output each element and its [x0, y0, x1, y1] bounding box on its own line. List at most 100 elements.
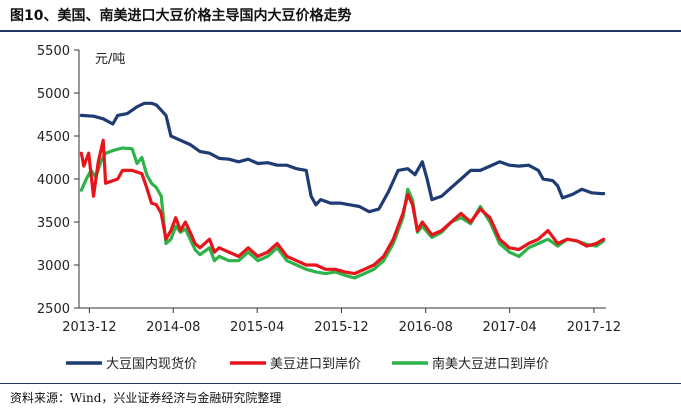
- data-point: [333, 270, 337, 274]
- data-point: [155, 103, 158, 107]
- data-point: [372, 268, 376, 271]
- data-point: [179, 139, 182, 142]
- data-point: [295, 259, 298, 262]
- data-point: [174, 216, 177, 219]
- data-point: [517, 248, 521, 251]
- x-tick-label: 2015-04: [230, 320, 284, 335]
- data-point: [256, 162, 260, 165]
- data-point: [213, 250, 216, 254]
- data-point: [377, 207, 381, 211]
- series-layer: [79, 101, 606, 280]
- data-point: [135, 105, 139, 109]
- data-point: [256, 259, 260, 262]
- data-point: [309, 194, 313, 198]
- x-tick-label: 2015-12: [314, 320, 368, 335]
- data-point: [541, 177, 545, 181]
- data-point: [413, 173, 417, 176]
- y-tick-label: 5500: [37, 44, 70, 59]
- data-point: [314, 203, 318, 207]
- data-point: [556, 244, 559, 248]
- data-point: [150, 102, 153, 105]
- series-line-2: [79, 138, 606, 276]
- data-point: [217, 255, 221, 258]
- data-point: [140, 156, 144, 159]
- data-point: [217, 157, 221, 160]
- data-point: [285, 163, 289, 167]
- data-point: [338, 201, 342, 205]
- data-point: [353, 272, 356, 275]
- data-point: [469, 220, 472, 224]
- data-point: [314, 263, 318, 267]
- data-point: [304, 268, 308, 271]
- data-point: [80, 151, 83, 155]
- data-point: [459, 212, 463, 215]
- figure-title: 图10、美国、南美进口大豆价格主导国内大豆价格走势: [0, 0, 681, 32]
- data-point: [469, 169, 472, 172]
- data-point: [546, 237, 550, 241]
- data-point: [585, 244, 588, 248]
- data-point: [498, 237, 501, 241]
- data-point: [416, 229, 419, 232]
- data-point: [140, 172, 144, 176]
- data-point: [198, 246, 202, 250]
- data-point: [430, 236, 434, 239]
- data-point: [406, 167, 410, 170]
- data-point: [150, 182, 153, 185]
- data-point: [527, 246, 530, 250]
- y-axis-ticks: 2500 3000 3500 4000 4500 5000 5500: [37, 44, 79, 317]
- data-point: [155, 203, 158, 207]
- data-point: [595, 242, 598, 245]
- data-point: [101, 117, 105, 121]
- data-point: [150, 201, 153, 205]
- data-point: [566, 237, 569, 241]
- data-point: [314, 270, 318, 274]
- x-tick-label: 2016-08: [399, 320, 453, 335]
- legend-label-2: 美豆进口到岸价: [270, 357, 361, 372]
- data-point: [406, 193, 410, 196]
- data-point: [517, 164, 521, 168]
- data-point: [363, 268, 366, 271]
- data-point: [266, 255, 269, 258]
- data-point: [295, 167, 298, 170]
- data-point: [266, 250, 269, 254]
- legend-label-3: 南美大豆进口到岸价: [432, 356, 549, 372]
- y-tick-label: 4000: [37, 173, 70, 188]
- data-point: [348, 203, 352, 207]
- data-point: [198, 150, 202, 153]
- data-point: [595, 244, 598, 248]
- data-point: [159, 194, 163, 198]
- legend-label-1: 大豆国内现货价: [106, 356, 197, 372]
- data-point: [237, 160, 240, 164]
- data-point: [527, 163, 530, 167]
- data-point: [285, 259, 289, 262]
- data-point: [343, 274, 347, 277]
- data-point: [188, 143, 192, 146]
- data-point: [396, 169, 400, 172]
- data-point: [546, 229, 550, 232]
- data-point: [99, 160, 103, 164]
- data-point: [508, 250, 511, 254]
- y-axis-unit-label: 元/吨: [95, 52, 125, 67]
- data-point: [101, 139, 105, 142]
- data-point: [143, 102, 146, 105]
- data-point: [164, 237, 168, 241]
- data-point: [126, 112, 129, 115]
- data-point: [159, 212, 163, 215]
- data-point: [256, 255, 260, 258]
- data-point: [169, 237, 173, 241]
- data-point: [97, 160, 100, 164]
- data-point: [188, 231, 192, 234]
- data-point: [208, 246, 211, 250]
- data-point: [498, 160, 501, 164]
- data-point: [145, 186, 148, 189]
- data-point: [121, 146, 124, 150]
- data-point: [329, 201, 332, 205]
- data-point: [440, 229, 443, 232]
- data-point: [590, 191, 593, 195]
- line-chart: 2500 3000 3500 4000 4500 5000 5500 2013-12 2014…: [37, 44, 621, 372]
- data-point: [130, 147, 134, 151]
- x-tick-label: 2017-04: [482, 320, 536, 335]
- y-tick-label: 3500: [37, 216, 70, 231]
- data-point: [488, 164, 492, 168]
- data-point: [382, 255, 385, 258]
